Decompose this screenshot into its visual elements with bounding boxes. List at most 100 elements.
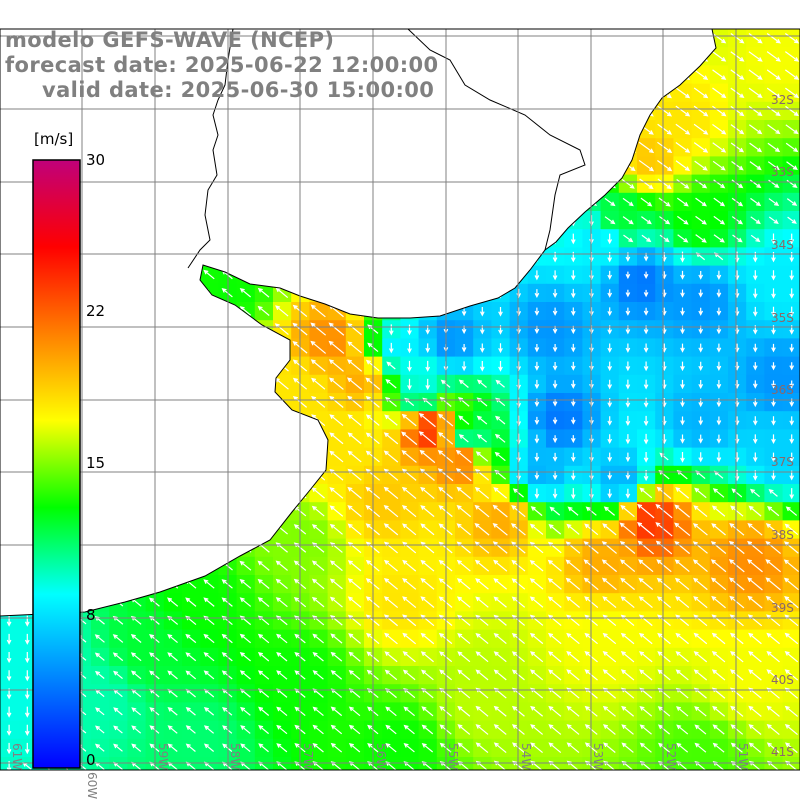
wind-arrow	[403, 706, 415, 717]
wind-arrow	[789, 270, 795, 281]
wind-arrow	[328, 340, 345, 354]
wind-arrow	[203, 707, 215, 716]
wind-arrow	[570, 307, 576, 317]
wind-arrow	[552, 488, 558, 499]
wind-arrow	[401, 450, 417, 463]
wind-arrow	[494, 451, 506, 462]
wind-arrow	[695, 197, 707, 207]
wind-arrow	[607, 251, 613, 263]
wind-arrow	[693, 123, 709, 135]
wind-arrow	[401, 431, 418, 446]
wind-arrow	[602, 632, 617, 645]
wind-arrow	[712, 742, 725, 753]
wind-arrow	[789, 416, 795, 426]
wind-arrow	[787, 216, 797, 224]
wind-arrow	[530, 742, 543, 754]
wind-arrow	[388, 324, 394, 336]
wind-arrow	[656, 559, 672, 573]
wind-arrow	[552, 380, 558, 389]
wind-arrow	[95, 707, 105, 716]
wind-arrow	[311, 377, 326, 390]
wind-arrow	[602, 523, 617, 536]
wind-arrow	[694, 742, 707, 753]
wind-arrow	[784, 523, 799, 536]
wind-arrow	[534, 361, 540, 371]
wind-arrow	[747, 595, 763, 609]
wind-arrow	[752, 343, 758, 353]
wind-arrow	[676, 197, 689, 207]
wind-arrow	[383, 559, 398, 572]
wind-arrow	[516, 397, 522, 409]
wind-arrow	[619, 541, 636, 554]
wind-arrow	[784, 705, 799, 717]
wind-arrow	[710, 541, 727, 554]
wind-arrow	[476, 397, 488, 407]
wind-arrow	[113, 670, 123, 680]
wind-arrow	[767, 142, 781, 153]
wind-arrow	[386, 361, 396, 370]
wind-arrow	[348, 706, 361, 717]
wind-arrow	[493, 578, 508, 590]
wind-arrow	[729, 595, 745, 609]
wind-arrow	[258, 724, 270, 735]
wind-arrow	[257, 670, 270, 680]
wind-arrow	[619, 522, 636, 537]
wind-arrow	[639, 724, 652, 735]
wind-arrow	[730, 51, 745, 62]
wind-arrow	[566, 651, 580, 663]
wind-arrow	[347, 578, 362, 590]
lat-label: 38S	[771, 528, 794, 542]
wind-arrow	[768, 179, 780, 189]
wind-arrow	[748, 124, 763, 135]
wind-arrow	[511, 578, 526, 590]
wind-arrow	[402, 559, 417, 572]
wind-arrow	[385, 724, 397, 735]
wind-arrow	[257, 560, 270, 571]
wind-arrow	[419, 449, 436, 464]
wind-arrow	[565, 596, 580, 608]
wind-arrow	[674, 504, 691, 518]
wind-arrow	[311, 505, 325, 517]
wind-arrow	[329, 395, 344, 408]
wind-arrow	[383, 504, 399, 518]
wind-arrow	[510, 523, 526, 536]
wind-arrow	[693, 142, 709, 153]
wind-arrow	[643, 307, 649, 316]
lat-label: 36S	[771, 383, 794, 397]
wind-arrow	[475, 705, 489, 717]
wind-arrow	[657, 123, 673, 135]
wind-arrow	[457, 669, 471, 681]
lat-label: 41S	[771, 745, 794, 759]
wind-arrow	[421, 742, 434, 753]
wind-arrow	[675, 105, 691, 117]
wind-arrow	[730, 724, 744, 735]
wind-arrow	[656, 486, 672, 500]
wind-arrow	[131, 725, 142, 734]
wind-arrow	[625, 434, 631, 445]
wind-arrow	[752, 306, 758, 317]
wind-arrow	[24, 670, 30, 682]
wind-arrow	[621, 705, 635, 717]
wind-arrow	[420, 651, 434, 663]
wind-arrow	[310, 359, 326, 372]
lon-label: 59W	[156, 743, 170, 771]
wind-arrow	[674, 540, 691, 555]
wind-arrow	[641, 234, 652, 243]
wind-arrow	[732, 234, 743, 243]
wind-arrow	[547, 578, 562, 590]
wind-arrow	[458, 415, 470, 425]
wind-arrow	[239, 287, 252, 298]
colorbar-tick: 30	[86, 151, 106, 169]
wind-arrow	[276, 706, 288, 717]
wind-arrow	[657, 706, 671, 717]
wind-arrow	[534, 452, 540, 462]
wind-arrow	[457, 596, 471, 608]
wind-arrow	[311, 560, 325, 571]
wind-arrow	[713, 234, 725, 243]
lat-label: 39S	[771, 601, 794, 615]
wind-arrow	[657, 160, 673, 172]
wind-arrow	[675, 123, 691, 135]
wind-arrow	[403, 724, 415, 735]
